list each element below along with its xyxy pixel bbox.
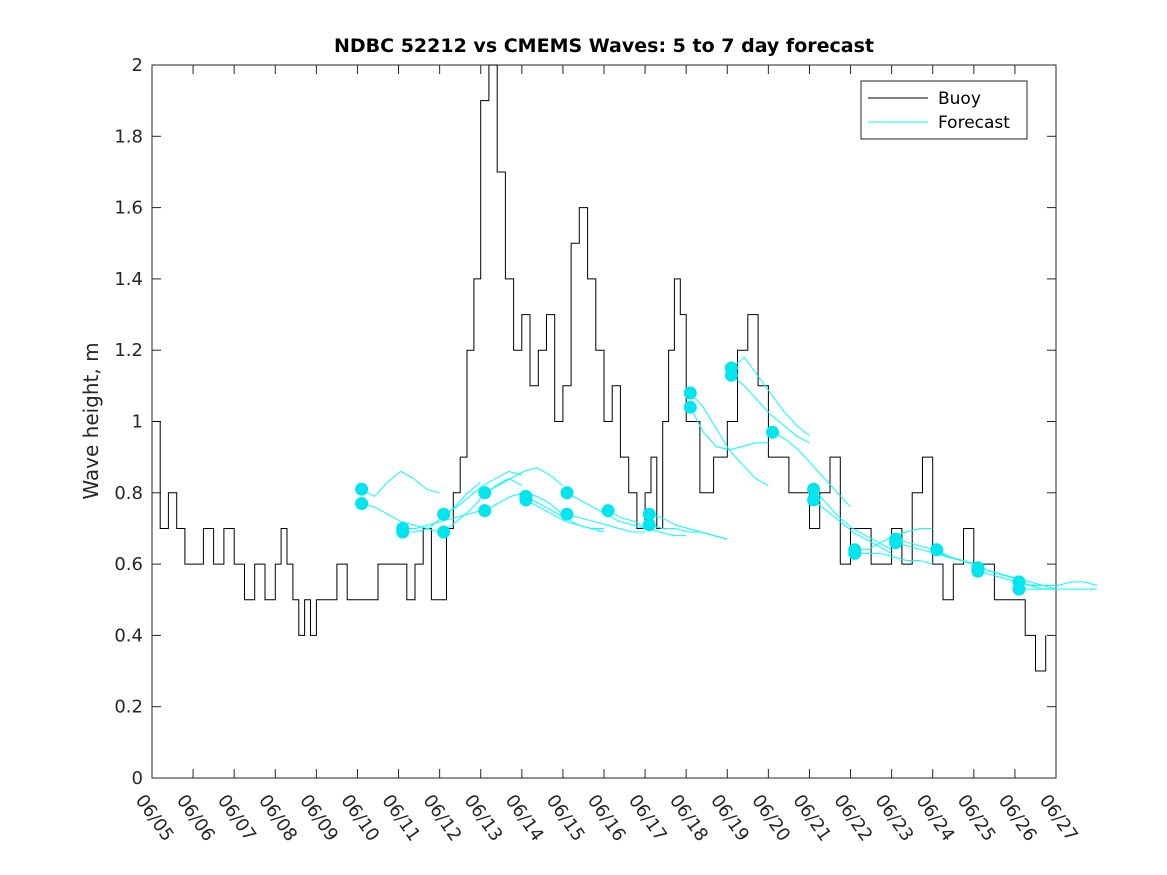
forecast-start-marker (355, 482, 369, 496)
y-tick-label: 1.8 (114, 126, 143, 147)
forecast-run-line (649, 524, 728, 540)
y-tick-label: 2 (132, 55, 143, 76)
forecast-start-marker (766, 425, 779, 439)
y-tick-label: 1.4 (114, 269, 143, 290)
forecast-start-marker (807, 493, 821, 507)
forecast-start-marker (560, 507, 574, 521)
y-tick-label: 1.2 (114, 340, 143, 361)
forecast-start-marker (560, 486, 574, 500)
forecast-run-line (443, 470, 522, 515)
legend-entry-buoy: Buoy (938, 89, 981, 109)
forecast-start-marker (807, 482, 821, 496)
forecast-run-line (813, 488, 892, 551)
y-tick-label: 0.6 (114, 554, 143, 575)
forecast-run-line (402, 510, 481, 529)
forecast-start-marker (683, 386, 697, 400)
forecast-run-line (484, 467, 564, 494)
y-tick-label: 0.8 (114, 483, 143, 504)
forecast-start-marker (1012, 582, 1026, 596)
forecast-run-line (689, 406, 769, 451)
forecast-start-marker (437, 507, 451, 521)
legend-entry-forecast: Forecast (938, 113, 1010, 133)
forecast-run-line (525, 499, 604, 529)
forecast-start-marker (437, 525, 451, 539)
y-tick-label: 0.2 (114, 697, 143, 718)
chart-title: NDBC 52212 vs CMEMS Waves: 5 to 7 day fo… (334, 35, 874, 57)
legend: Buoy Forecast (860, 80, 1028, 140)
forecast-start-marker (683, 400, 697, 414)
forecast-start-marker (601, 504, 615, 518)
forecast-run-line (1018, 581, 1098, 586)
forecast-start-marker (930, 543, 944, 557)
forecast-start-marker (848, 546, 862, 560)
forecast-run-line (731, 356, 810, 437)
forecast-run-line (566, 513, 646, 533)
forecast-start-marker (355, 497, 369, 510)
forecast-start-marker (971, 564, 985, 578)
forecast-start-marker (642, 518, 656, 532)
forecast-run-line (813, 499, 892, 554)
forecast-start-marker (724, 368, 738, 382)
y-axis-label: Wave height, m (79, 342, 103, 499)
forecast-start-marker (519, 493, 533, 507)
forecast-start-marker (396, 525, 410, 539)
forecast-start-marker (642, 507, 656, 521)
y-tick-label: 0.4 (114, 625, 143, 646)
forecast-start-marker (478, 486, 492, 500)
forecast-start-marker (889, 536, 903, 550)
forecast-run-line (772, 431, 851, 508)
forecast-run-line (361, 470, 440, 498)
y-tick-label: 1 (132, 412, 143, 433)
forecast-run-line (854, 552, 933, 565)
forecast-run-line (731, 374, 810, 444)
y-tick-label: 0 (132, 768, 143, 789)
forecast-run-line (361, 503, 440, 533)
legend-box (860, 80, 1028, 140)
y-tick-label: 1.6 (114, 198, 143, 219)
forecast-start-marker (478, 504, 492, 518)
